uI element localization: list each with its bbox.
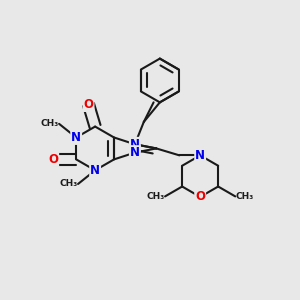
- Text: N: N: [130, 146, 140, 159]
- Text: CH₃: CH₃: [41, 119, 59, 128]
- Text: CH₃: CH₃: [60, 179, 78, 188]
- Text: CH₃: CH₃: [235, 192, 254, 201]
- Text: N: N: [130, 138, 140, 151]
- Text: O: O: [195, 190, 205, 203]
- Text: N: N: [71, 131, 81, 144]
- Text: O: O: [83, 98, 94, 111]
- Text: N: N: [195, 149, 205, 162]
- Text: O: O: [48, 153, 58, 166]
- Text: N: N: [90, 164, 100, 177]
- Text: CH₃: CH₃: [147, 192, 165, 201]
